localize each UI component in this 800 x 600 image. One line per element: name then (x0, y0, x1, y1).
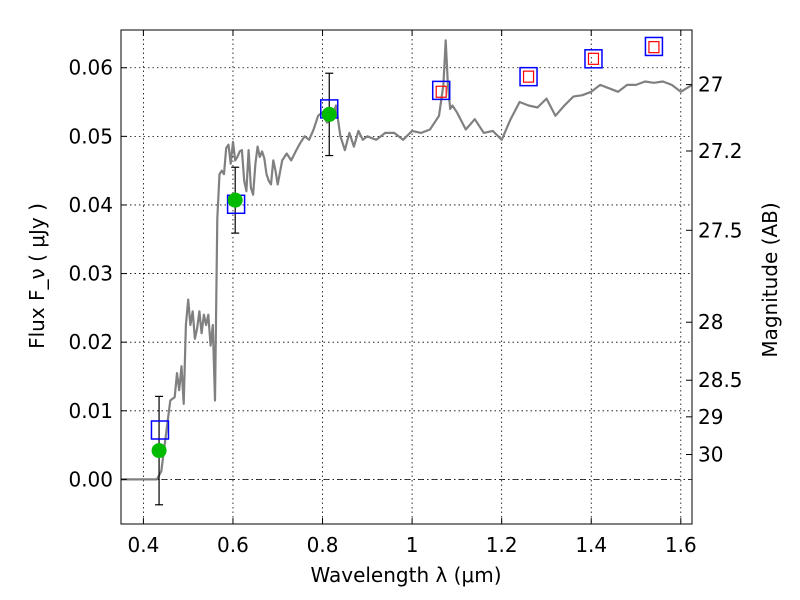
photometry-point (321, 106, 337, 122)
x-tick-label: 1 (406, 533, 419, 557)
y-tick-label: 0.06 (68, 56, 113, 80)
x-tick-label: 1.2 (486, 533, 518, 557)
photometry-point (151, 443, 167, 459)
model-square-blue (644, 36, 664, 57)
y-tick-label: 0.00 (68, 467, 113, 491)
x-tick-label: 1.6 (665, 533, 697, 557)
right-tick-label: 28.5 (698, 368, 743, 392)
x-axis-label: Wavelength λ (μm) (310, 563, 501, 587)
model-square-blue (584, 49, 603, 69)
spectrum-line (121, 39, 692, 481)
y-tick-label: 0.05 (68, 124, 113, 148)
model-square-red (435, 85, 447, 98)
plot-clip-group (121, 36, 692, 506)
markers (150, 36, 664, 506)
right-tick-label: 27 (698, 73, 723, 97)
x-tick-label: 1.4 (575, 533, 607, 557)
x-tick-label: 0.8 (307, 533, 339, 557)
plot-frame (120, 29, 693, 525)
right-tick-label: 30 (698, 442, 723, 466)
y-axis-left-label: Flux F_ν ( μJy ) (25, 203, 49, 349)
right-tick-label: 29 (698, 405, 723, 429)
model-square-blue (150, 420, 170, 440)
x-tick-label: 0.6 (217, 533, 249, 557)
y-axis-right-label: Magnitude (AB) (758, 202, 782, 357)
y-tick-label: 0.03 (68, 262, 113, 286)
right-tick-label: 27.2 (698, 139, 743, 163)
model-square-red (522, 70, 535, 83)
model-square-blue (431, 80, 451, 101)
x-axis: 0.4 0.6 0.8 1 1.2 1.4 1.6 (127, 30, 697, 557)
model-square-red (648, 41, 660, 54)
y-tick-label: 0.04 (68, 193, 113, 217)
right-tick-label: 27.5 (698, 218, 743, 242)
y-axis-right: 27 27.2 27.5 28 28.5 29 30 (686, 73, 743, 466)
model-square-blue (519, 66, 538, 87)
y-tick-label: 0.02 (68, 330, 113, 354)
right-tick-label: 28 (698, 310, 723, 334)
y-axis-left: 0.00 0.01 0.02 0.03 0.04 0.05 0.06 (68, 56, 127, 491)
y-tick-label: 0.01 (68, 399, 113, 423)
model-square-red (587, 52, 600, 65)
photometry-point (227, 192, 243, 208)
x-tick-label: 0.4 (127, 533, 159, 557)
